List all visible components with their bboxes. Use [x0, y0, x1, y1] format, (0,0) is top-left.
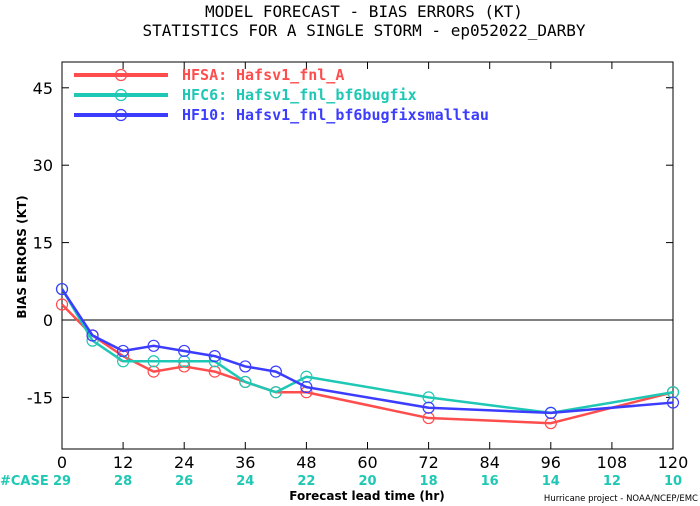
series-marker-2	[666, 396, 680, 409]
x-tick-label: 36	[235, 453, 255, 472]
y-tick-label: -15	[27, 388, 53, 407]
y-tick-label: 30	[33, 156, 53, 175]
series-marker-2	[208, 350, 221, 363]
chart-subtitle: STATISTICS FOR A SINGLE STORM - ep052022…	[142, 21, 585, 40]
series-marker-1	[269, 386, 282, 399]
y-tick-label: 0	[43, 311, 53, 330]
series-marker-1	[147, 355, 160, 368]
plot-area: -15 0 15 30 45 0 12 24 36 48 60 72 84 96 108 120 HFSA: Ha…	[0, 61, 689, 489]
case-count: 22	[297, 474, 315, 489]
credit-text: Hurricane project - NOAA/NCEP/EMC	[544, 494, 698, 504]
series-marker-2	[147, 339, 160, 352]
x-tick-label: 120	[658, 453, 689, 472]
series-marker-2	[178, 344, 191, 358]
legend-name-0: HFSA:	[182, 66, 227, 84]
series-marker-2	[544, 406, 557, 419]
x-tick-label: 0	[57, 453, 67, 472]
series-line-0	[61, 303, 674, 425]
series-marker-0	[422, 411, 435, 425]
series-marker-0	[544, 417, 557, 430]
series-marker-2	[55, 282, 69, 296]
case-label: #CASE	[0, 474, 49, 489]
x-tick-label: 84	[480, 453, 500, 472]
series-marker-2	[239, 360, 252, 373]
series-marker-2	[86, 329, 99, 342]
x-tick-label: 48	[296, 453, 316, 472]
case-count: 18	[420, 474, 438, 489]
y-axis-label: BIAS ERRORS (KT)	[15, 195, 29, 318]
series-marker-2	[269, 365, 282, 378]
case-count: 14	[542, 474, 560, 489]
case-count: 16	[481, 474, 499, 489]
series-marker-1	[666, 386, 680, 399]
series-marker-1	[178, 355, 191, 368]
x-tick-label: 12	[113, 453, 133, 472]
series-marker-2	[422, 401, 435, 414]
x-axis-label: Forecast lead time (hr)	[289, 489, 445, 503]
legend-label-2: Hafsv1_fnl_bf6bugfixsmalltau	[236, 106, 489, 124]
x-tick-label: 108	[597, 453, 628, 472]
series-marker-2	[300, 380, 313, 394]
case-count: 24	[236, 474, 254, 489]
x-tick-label: 60	[357, 453, 377, 472]
legend-marker-1	[114, 88, 128, 102]
legend-label-1: Hafsv1_fnl_bf6bugfix	[236, 86, 417, 104]
case-count: 12	[603, 474, 621, 489]
series-marker-1	[422, 391, 435, 404]
series-marker-2	[116, 344, 130, 358]
legend-label-0: Hafsv1_fnl_A	[236, 66, 344, 84]
chart-title: MODEL FORECAST - BIAS ERRORS (KT)	[205, 2, 523, 21]
case-count: 20	[358, 474, 376, 489]
y-tick-label: 45	[33, 79, 53, 98]
legend-name-1: HFC6:	[182, 86, 227, 104]
x-tick-label: 24	[174, 453, 194, 472]
x-tick-label: 96	[541, 453, 561, 472]
legend-marker-2	[114, 108, 128, 122]
series-marker-1	[239, 375, 252, 389]
case-count: 28	[114, 474, 132, 489]
series-marker-0	[55, 298, 69, 311]
series-marker-1	[116, 355, 130, 368]
y-tick-label: 15	[33, 234, 53, 253]
case-count: 29	[53, 474, 71, 489]
case-count: 26	[175, 474, 193, 489]
x-tick-label: 72	[418, 453, 438, 472]
legend-name-2: HF10:	[182, 106, 227, 124]
series-marker-1	[300, 370, 313, 383]
case-count: 10	[664, 474, 682, 489]
legend-marker-0	[114, 68, 128, 82]
series-line-1	[60, 288, 674, 415]
series-marker-0	[147, 365, 160, 378]
series-marker-0	[208, 365, 221, 378]
